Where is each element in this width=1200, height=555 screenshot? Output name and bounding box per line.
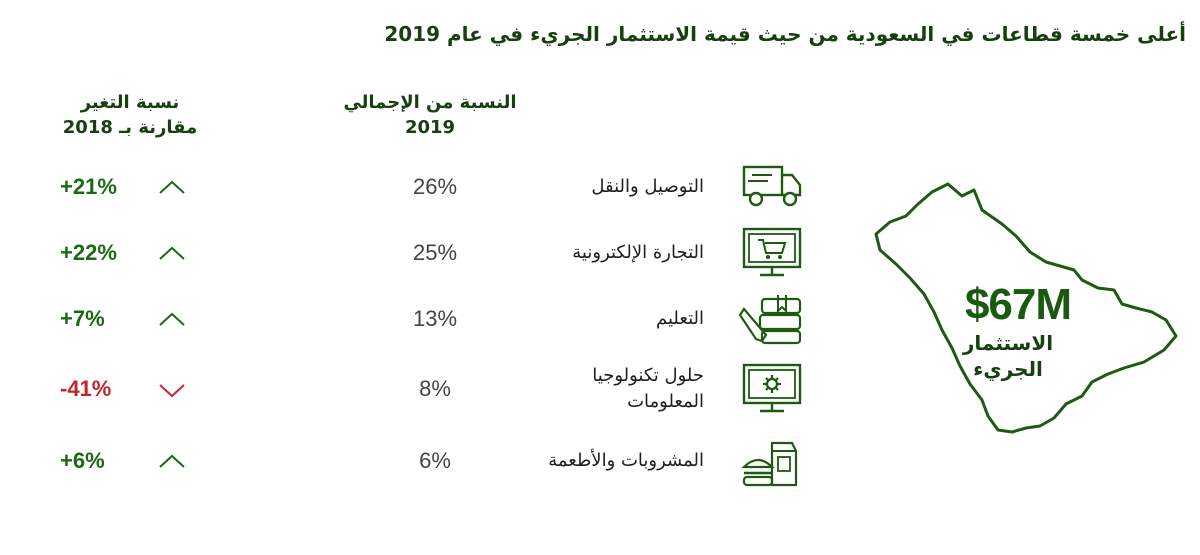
saudi-map-icon bbox=[874, 182, 1178, 434]
map-label-line1: الاستثمار bbox=[962, 331, 1054, 355]
sector-label: التعليم bbox=[444, 306, 704, 332]
change-value: +7% bbox=[60, 306, 105, 331]
chevron-up-icon bbox=[159, 454, 185, 468]
sector-label-line: التجارة الإلكترونية bbox=[572, 242, 704, 263]
sector-label: حلول تكنولوجيا المعلومات bbox=[444, 363, 704, 415]
sector-label: التجارة الإلكترونية bbox=[444, 240, 704, 266]
it-monitor-gear-icon bbox=[742, 363, 802, 413]
food-beverage-icon bbox=[741, 441, 798, 487]
map-total-label: الاستثمار الجريء bbox=[928, 330, 1088, 382]
share-value: 13% bbox=[412, 306, 458, 331]
sector-label-line: حلول تكنولوجيا bbox=[592, 365, 704, 386]
change-value: +6% bbox=[60, 448, 105, 473]
chevron-up-icon bbox=[159, 180, 185, 194]
share-header-line2: 2019 bbox=[404, 117, 456, 138]
chevron-up-icon bbox=[159, 246, 185, 260]
sector-label: المشروبات والأطعمة bbox=[444, 448, 704, 474]
saudi-map-outline bbox=[874, 182, 1178, 434]
share-value: 26% bbox=[412, 174, 458, 199]
share-column-header: النسبة من الإجمالي 2019 bbox=[310, 90, 550, 140]
sector-label-line: التوصيل والنقل bbox=[591, 176, 704, 197]
map-total-value: $67M bbox=[964, 280, 1072, 329]
sector-label: التوصيل والنقل bbox=[444, 174, 704, 200]
share-value: 25% bbox=[412, 240, 458, 265]
change-value: +21% bbox=[60, 174, 117, 199]
share-header-line1: النسبة من الإجمالي bbox=[343, 92, 517, 113]
change-header-line2: مقارنة بـ 2018 bbox=[62, 117, 198, 138]
chevron-up-icon bbox=[159, 312, 185, 326]
ecommerce-cart-icon bbox=[742, 227, 802, 277]
change-value: +22% bbox=[60, 240, 117, 265]
change-value: -41% bbox=[60, 376, 112, 401]
chevron-down-icon bbox=[159, 384, 185, 398]
chart-title: أعلى خمسة قطاعات في السعودية من حيث قيمة… bbox=[384, 22, 1186, 46]
share-value: 8% bbox=[419, 376, 451, 401]
education-books-icon bbox=[738, 295, 802, 345]
sector-label-line: التعليم bbox=[656, 308, 704, 329]
delivery-truck-icon bbox=[742, 165, 802, 207]
share-value: 6% bbox=[419, 448, 451, 473]
change-column-header: نسبة التغير مقارنة بـ 2018 bbox=[30, 90, 230, 140]
sector-label-line: المشروبات والأطعمة bbox=[548, 450, 704, 471]
map-label-line2: الجريء bbox=[973, 357, 1043, 381]
change-header-line1: نسبة التغير bbox=[80, 92, 180, 113]
sector-label-line: المعلومات bbox=[627, 391, 704, 412]
